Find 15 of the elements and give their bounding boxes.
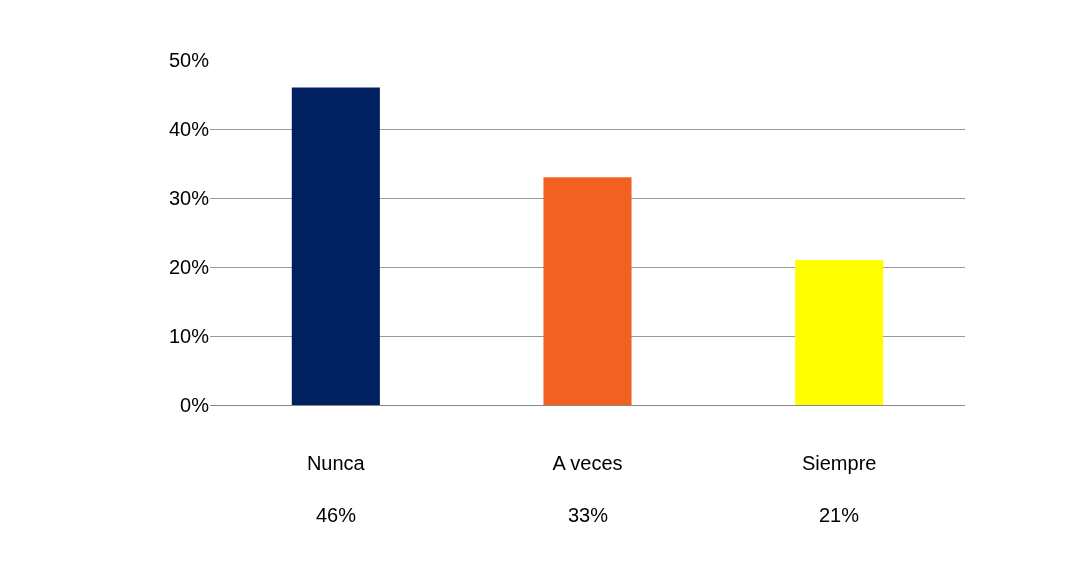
- y-tick-label: 10%: [168, 325, 210, 347]
- y-tick-label: 20%: [168, 256, 210, 278]
- bar: [291, 87, 380, 405]
- y-tick-label: 50%: [168, 49, 210, 71]
- data-label: 46%: [316, 504, 357, 526]
- y-tick-label: 30%: [168, 187, 210, 209]
- bar: [543, 177, 632, 405]
- y-tick-label: 40%: [168, 118, 210, 140]
- data-label: 21%: [819, 504, 860, 526]
- y-tick-label: 0%: [180, 394, 210, 416]
- data-label: 33%: [568, 504, 609, 526]
- bar: [795, 260, 884, 405]
- x-tick-label: Nunca: [306, 452, 366, 474]
- x-tick-label: Siempre: [801, 452, 877, 474]
- x-tick-label: A veces: [552, 452, 623, 474]
